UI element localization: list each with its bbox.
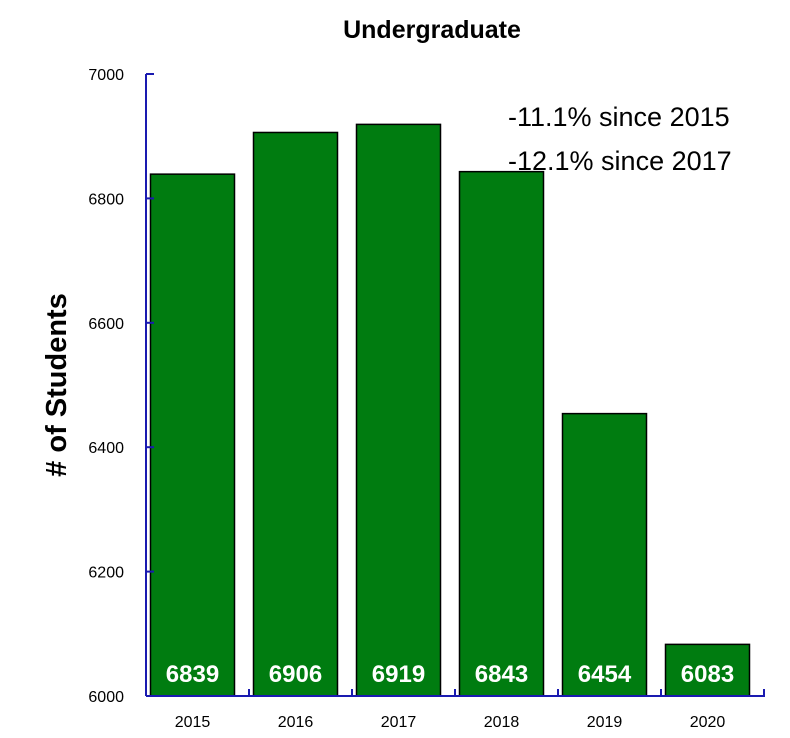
bar-2016 — [254, 132, 338, 696]
bar-2018 — [460, 172, 544, 696]
data-label-2016: 6906 — [269, 661, 322, 688]
data-label-2015: 6839 — [166, 661, 219, 688]
bars-group: 6839 6906 6919 6843 6454 6083 — [151, 124, 750, 696]
x-tick-label-2018: 2018 — [484, 714, 520, 731]
bar-2017 — [357, 124, 441, 696]
annotation-since-2015: -11.1% since 2015 — [508, 102, 730, 132]
x-tick-label-2016: 2016 — [278, 714, 314, 731]
data-label-2017: 6919 — [372, 661, 425, 688]
data-label-2020: 6083 — [681, 661, 734, 688]
y-tick-label-7000: 7000 — [88, 67, 124, 84]
y-axis-label: # of Students — [41, 293, 73, 477]
data-label-2018: 6843 — [475, 661, 528, 688]
x-tick-label-2015: 2015 — [175, 714, 211, 731]
y-tick-label-6800: 6800 — [88, 191, 124, 208]
y-tick-label-6400: 6400 — [88, 440, 124, 457]
annotation-since-2017: -12.1% since 2017 — [508, 146, 732, 176]
chart-title: Undergraduate — [343, 16, 521, 44]
x-tick-label-2017: 2017 — [381, 714, 417, 731]
x-tick-label-2020: 2020 — [690, 714, 726, 731]
data-label-2019: 6454 — [578, 661, 632, 688]
bar-2015 — [151, 174, 235, 696]
y-tick-label-6200: 6200 — [88, 565, 124, 582]
y-tick-label-6600: 6600 — [88, 316, 124, 333]
bar-2019 — [563, 414, 647, 696]
y-tick-label-6000: 6000 — [88, 689, 124, 706]
x-tick-label-2019: 2019 — [587, 714, 623, 731]
